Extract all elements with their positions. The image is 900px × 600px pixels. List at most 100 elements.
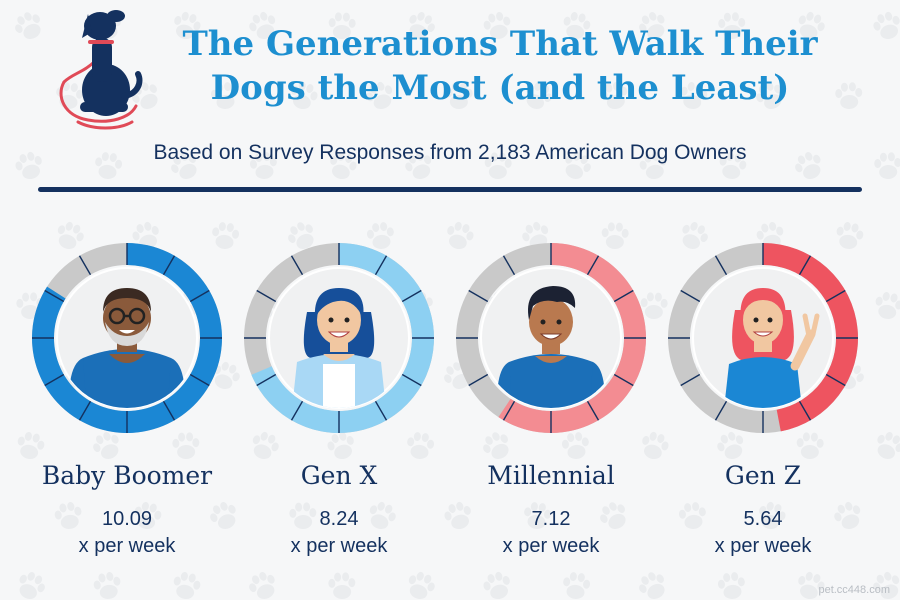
paw-print <box>252 431 279 460</box>
gen-x-avatar <box>291 288 387 408</box>
generation-card-gen-x: Gen X 8.24 x per week <box>234 238 444 568</box>
paw-print <box>409 12 435 40</box>
paw-print <box>328 572 356 600</box>
paw-print <box>174 11 201 40</box>
gauge-tick <box>162 255 176 276</box>
paw-print <box>15 12 41 40</box>
title-line-1: The Generations That Walk Their <box>182 24 818 64</box>
walks-per-week-unit: x per week <box>502 535 600 557</box>
paw-print <box>327 431 354 460</box>
paw-print <box>484 152 512 180</box>
gauge-tick <box>468 289 489 303</box>
gauge-tick <box>189 289 210 303</box>
gauge-tick <box>162 400 176 421</box>
paw-print <box>835 82 863 110</box>
paw-print <box>640 292 668 320</box>
paw-print <box>95 152 123 180</box>
walks-per-week-value: 10.09 <box>101 508 153 530</box>
page-subtitle: Based on Survey Responses from 2,183 Ame… <box>153 141 747 164</box>
paw-print <box>288 222 314 250</box>
paw-print <box>366 222 394 250</box>
paw-print <box>19 572 45 600</box>
paw-print <box>15 151 42 180</box>
walks-per-week-value: 5.64 <box>743 508 783 530</box>
paw-print <box>173 571 201 600</box>
paw-print <box>798 571 825 600</box>
dog-with-leash-icon <box>59 10 143 130</box>
paw-print <box>134 501 162 530</box>
paw-print <box>678 502 706 530</box>
paw-print <box>524 502 552 530</box>
paw-print <box>717 572 745 600</box>
paw-print <box>639 12 665 40</box>
paw-print <box>600 502 626 530</box>
walks-per-week-unit: x per week <box>290 535 388 557</box>
gauge-tick <box>680 373 701 387</box>
gauge-tick <box>44 373 65 387</box>
paw-print <box>483 11 511 40</box>
paw-print <box>565 152 591 180</box>
title-divider <box>38 187 862 192</box>
paw-print <box>639 572 665 600</box>
paw-print <box>561 432 589 460</box>
gen-z-avatar <box>723 288 820 408</box>
walks-per-week-unit: x per week <box>714 535 812 557</box>
paw-print <box>445 82 473 110</box>
paw-print <box>17 431 45 460</box>
generation-name: Millennial <box>487 461 615 490</box>
paw-print <box>93 432 119 460</box>
paw-print <box>93 571 121 600</box>
paw-print <box>249 152 277 180</box>
gauge-tick <box>189 373 210 387</box>
paw-print <box>172 432 200 460</box>
paw-print <box>798 11 825 40</box>
paw-print <box>718 12 746 40</box>
paw-print <box>483 571 510 600</box>
paw-print <box>642 431 669 460</box>
baby-boomer-avatar <box>69 288 185 408</box>
gauge-tick <box>714 255 728 276</box>
gauge-fill-arc <box>498 243 646 433</box>
paw-print <box>366 81 393 110</box>
walks-per-week-value: 7.12 <box>531 508 571 530</box>
gauge-tick <box>401 373 422 387</box>
paw-print <box>405 151 432 180</box>
gauge-tick <box>798 400 812 421</box>
paw-print <box>447 221 474 250</box>
paw-print <box>600 81 628 110</box>
gauge-tick <box>502 400 516 421</box>
paw-print <box>759 501 786 530</box>
gauge-tick <box>374 255 388 276</box>
paw-print <box>717 431 744 460</box>
paw-print <box>873 571 900 600</box>
title-line-2: Dogs the Most (and the Least) <box>210 68 790 108</box>
gauge-tick <box>798 255 812 276</box>
paw-print <box>680 81 708 110</box>
paw-print <box>289 502 317 530</box>
paw-print <box>563 11 591 40</box>
paw-print <box>873 11 900 40</box>
paw-print <box>57 221 84 250</box>
gauge-tick <box>290 255 304 276</box>
gauge-tick <box>714 400 728 421</box>
walks-per-week-unit: x per week <box>78 535 176 557</box>
paw-print <box>369 501 396 530</box>
paw-print <box>796 432 824 460</box>
paw-print <box>291 81 318 110</box>
gauge-tick <box>586 255 600 276</box>
paw-print <box>874 152 900 180</box>
gauge-tick <box>613 289 634 303</box>
paw-print <box>526 82 552 110</box>
paw-print <box>249 572 275 600</box>
paw-print <box>639 151 667 180</box>
gauge-tick <box>78 255 92 276</box>
paw-print <box>249 11 276 40</box>
millennial-avatar <box>497 286 605 408</box>
generation-name: Baby Boomer <box>41 461 213 490</box>
gauge-tick <box>825 373 846 387</box>
gauge-tick <box>586 400 600 421</box>
paw-print <box>330 151 357 180</box>
gauge-tick <box>256 373 277 387</box>
gauge-tick <box>613 373 634 387</box>
paw-print <box>875 291 900 320</box>
